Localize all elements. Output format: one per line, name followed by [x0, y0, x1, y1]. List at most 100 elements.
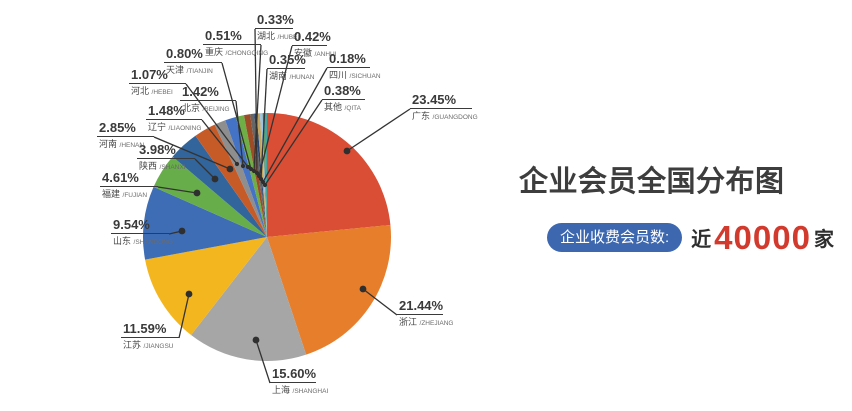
- pie-slice-hunan: [259, 113, 267, 237]
- slice-percent: 3.98%: [137, 142, 195, 159]
- slice-label-zhejiang: 21.44% 浙江 /ZHEJIANG: [397, 298, 454, 329]
- anchor-dot-sichuan: [260, 179, 266, 185]
- slice-pinyin: /SHANGHAI: [292, 388, 329, 395]
- pie-slice-zhejiang: [267, 224, 391, 355]
- label-connector-shanghai: [255, 339, 271, 384]
- anchor-dot-zhejiang: [359, 285, 367, 293]
- pie-slice-tianjin: [243, 114, 267, 237]
- slice-name: 湖南 /HUNAN: [269, 71, 315, 81]
- slice-pinyin: /CHONGQING: [225, 50, 269, 57]
- slice-percent: 0.51%: [203, 28, 261, 45]
- slice-label-henan: 2.85% 河南 /HENAN: [97, 120, 154, 151]
- slice-percent: 1.42%: [180, 84, 236, 101]
- slice-percent: 21.44%: [397, 298, 444, 315]
- label-connector-fujian: [157, 186, 198, 194]
- slice-percent: 0.35%: [267, 52, 306, 69]
- anchor-dot-tianjin: [248, 166, 254, 172]
- slice-name: 湖北 /HUBEI: [257, 31, 300, 41]
- label-connector-sichuan: [262, 67, 328, 183]
- anchor-dot-hebei: [245, 164, 251, 170]
- anchor-dot-shanxi: [211, 175, 219, 183]
- slice-label-beijing: 1.42% 北京 /BEIJING: [180, 84, 236, 115]
- slice-name: 浙江 /ZHEJIANG: [399, 317, 454, 327]
- pie-slice-guangdong: [267, 113, 391, 237]
- slice-label-shanxi: 3.98% 陕西 /SHANXI: [137, 142, 195, 173]
- slice-percent: 15.60%: [270, 366, 317, 383]
- slice-label-shanghai: 15.60% 上海 /SHANGHAI: [270, 366, 329, 397]
- slice-label-sichuan: 0.18% 四川 /SICHUAN: [327, 51, 381, 82]
- pie-slice-fujian: [153, 156, 267, 237]
- slice-name: 陕西 /SHANXI: [139, 161, 186, 171]
- member-count-row: 企业收费会员数: 近 40000 家: [547, 219, 834, 255]
- anchor-dot-beijing: [240, 163, 246, 169]
- stat-suffix: 家: [813, 228, 834, 251]
- anchor-dot-anhui: [256, 173, 262, 179]
- slice-percent: 0.33%: [255, 12, 294, 29]
- label-connector-liaoning: [201, 119, 238, 165]
- slice-name: 江苏 /JIANGSU: [123, 340, 174, 350]
- slice-label-hunan: 0.35% 湖南 /HUNAN: [267, 52, 315, 83]
- slice-pinyin: /SHANXI: [159, 164, 186, 171]
- slice-pinyin: /HUBEI: [277, 34, 300, 41]
- label-connector-anhui: [258, 45, 293, 177]
- anchor-dot-fujian: [193, 189, 201, 197]
- pie-slice-henan: [195, 124, 267, 237]
- slice-percent: 1.48%: [146, 103, 202, 120]
- label-connector-jiangsu: [178, 293, 190, 339]
- slice-pinyin: /FUJIAN: [122, 192, 148, 199]
- label-connector-shanxi: [194, 158, 216, 180]
- slice-name: 辽宁 /LIAONING: [148, 122, 202, 132]
- slice-name: 上海 /SHANGHAI: [272, 385, 329, 395]
- slice-percent: 0.38%: [322, 83, 365, 100]
- slice-pinyin: /JIANGSU: [143, 343, 174, 350]
- slice-pinyin: /GUANGDONG: [432, 114, 478, 121]
- slice-label-guangdong: 23.45% 广东 /GUANGDONG: [410, 92, 478, 123]
- slice-name: 四川 /SICHUAN: [329, 70, 381, 80]
- slice-pinyin: /HUNAN: [289, 74, 315, 81]
- slice-name: 山东 /SHANDONG: [113, 236, 173, 246]
- slice-name: 河北 /HEBEI: [131, 86, 173, 96]
- pie-slice-hebei: [235, 115, 267, 237]
- stat-number: 40000: [714, 218, 811, 256]
- pie-slice-jiangsu: [145, 237, 267, 336]
- slice-label-anhui: 0.42% 安徽 /ANHUI: [292, 29, 337, 60]
- slice-pinyin: /HENAN: [119, 142, 145, 149]
- slice-percent: 9.54%: [111, 217, 169, 234]
- slice-label-hebei: 1.07% 河北 /HEBEI: [129, 67, 186, 98]
- pie-slice-shanghai: [191, 237, 307, 361]
- label-connector-tianjin: [221, 62, 252, 170]
- slice-name: 广东 /GUANGDONG: [412, 111, 478, 121]
- slice-label-jiangsu: 11.59% 江苏 /JIANGSU: [121, 321, 179, 352]
- slice-pinyin: /LIAONING: [168, 125, 202, 132]
- slice-percent: 0.42%: [292, 29, 331, 46]
- slice-name: 河南 /HENAN: [99, 139, 145, 149]
- pie-slice-beijing: [225, 116, 267, 237]
- slice-pinyin: /HEBEI: [151, 89, 173, 96]
- slice-label-chongqing: 0.51% 重庆 /CHONGQING: [203, 28, 269, 59]
- slice-pinyin: /BEIJING: [202, 106, 230, 113]
- pie-slice-qita: [264, 113, 267, 237]
- label-connector-hebei: [185, 83, 249, 168]
- slice-label-liaoning: 1.48% 辽宁 /LIAONING: [146, 103, 202, 134]
- label-connector-henan: [153, 136, 231, 170]
- slice-pinyin: /QITA: [344, 105, 362, 112]
- slice-pinyin: /ZHEJIANG: [419, 320, 454, 327]
- slice-percent: 2.85%: [97, 120, 154, 137]
- anchor-dot-guangdong: [343, 147, 351, 155]
- anchor-dot-jiangsu: [185, 290, 193, 298]
- pie-slice-sichuan: [262, 113, 267, 237]
- label-connector-guangdong: [346, 108, 411, 152]
- label-connector-beijing: [235, 100, 244, 167]
- slice-percent: 1.07%: [129, 67, 186, 84]
- slice-pinyin: /ANHUI: [314, 51, 337, 58]
- label-connector-zhejiang: [362, 288, 398, 316]
- label-connector-hunan: [260, 68, 268, 180]
- pie-slice-liaoning: [214, 120, 267, 237]
- anchor-dot-qita: [262, 182, 268, 188]
- slice-name: 重庆 /CHONGQING: [205, 47, 269, 57]
- label-connector-chongqing: [253, 44, 262, 172]
- anchor-dot-shandong: [178, 227, 186, 235]
